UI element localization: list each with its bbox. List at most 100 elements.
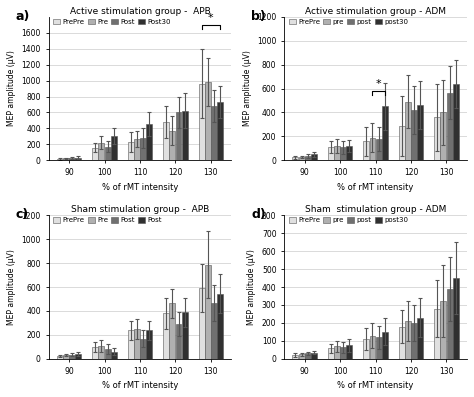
Bar xyxy=(175,112,182,160)
Bar xyxy=(440,112,447,160)
Bar xyxy=(299,157,304,160)
Bar xyxy=(75,354,82,359)
Text: a): a) xyxy=(16,10,30,23)
Bar xyxy=(434,117,440,160)
Bar xyxy=(217,102,223,160)
Bar xyxy=(99,143,104,160)
Bar xyxy=(346,146,352,160)
Bar xyxy=(292,157,298,160)
Bar xyxy=(418,105,423,160)
Bar xyxy=(63,355,69,359)
Bar xyxy=(399,125,405,160)
Bar xyxy=(75,158,82,160)
Legend: PrePre, Pre, Post, Post30: PrePre, Pre, Post, Post30 xyxy=(52,17,172,26)
Bar xyxy=(211,106,217,160)
Bar xyxy=(382,106,388,160)
Legend: PrePre, pre, post, post30: PrePre, pre, post, post30 xyxy=(288,216,409,225)
Bar xyxy=(305,353,311,359)
Bar xyxy=(63,158,69,160)
X-axis label: % of rMT intensity: % of rMT intensity xyxy=(102,381,178,390)
Bar xyxy=(57,159,63,160)
Bar xyxy=(146,330,152,359)
Bar xyxy=(163,122,169,160)
Bar xyxy=(440,301,447,359)
Y-axis label: MEP amplitude (μV): MEP amplitude (μV) xyxy=(247,249,256,325)
Bar xyxy=(211,303,217,359)
Bar xyxy=(453,84,459,160)
Bar xyxy=(175,324,182,359)
Bar xyxy=(405,321,411,359)
Bar xyxy=(199,84,204,160)
Bar xyxy=(92,347,98,359)
Bar xyxy=(105,349,110,359)
Bar xyxy=(169,131,175,160)
Bar xyxy=(418,318,423,359)
Text: c): c) xyxy=(16,208,29,221)
Legend: PrePre, Pre, Post, Post: PrePre, Pre, Post, Post xyxy=(52,216,163,225)
Legend: PrePre, pre, post, post30: PrePre, pre, post, post30 xyxy=(288,17,409,26)
Bar xyxy=(376,337,382,359)
Text: b): b) xyxy=(251,10,266,23)
Bar xyxy=(99,346,104,359)
Bar xyxy=(199,288,204,359)
Bar xyxy=(340,347,346,359)
Bar xyxy=(140,138,146,160)
Title: Sham stimulation group -  APB: Sham stimulation group - APB xyxy=(71,205,209,214)
Y-axis label: MEP amplitude (μV): MEP amplitude (μV) xyxy=(7,50,16,127)
Bar xyxy=(292,355,298,359)
Bar xyxy=(111,137,117,160)
Title: Active stimulation group -  APB: Active stimulation group - APB xyxy=(70,7,210,16)
Bar xyxy=(340,147,346,160)
Bar xyxy=(69,355,75,359)
Text: *: * xyxy=(208,13,214,23)
Bar xyxy=(311,353,317,359)
Bar xyxy=(128,142,134,160)
Bar xyxy=(370,138,375,160)
Bar xyxy=(334,146,340,160)
Bar xyxy=(217,294,223,359)
Bar xyxy=(411,110,417,160)
Bar xyxy=(411,323,417,359)
Bar xyxy=(399,327,405,359)
Bar xyxy=(105,147,110,160)
Bar xyxy=(92,148,98,160)
Bar xyxy=(146,124,152,160)
Bar xyxy=(205,82,211,160)
Bar xyxy=(57,356,63,359)
Bar xyxy=(453,278,459,359)
Title: Sham  stimulation group - ADM: Sham stimulation group - ADM xyxy=(305,205,447,214)
Bar xyxy=(334,346,340,359)
Bar xyxy=(434,308,440,359)
Bar xyxy=(182,111,188,160)
Bar xyxy=(299,355,304,359)
Title: Active stimulation group - ADM: Active stimulation group - ADM xyxy=(305,7,446,16)
Bar xyxy=(163,313,169,359)
Bar xyxy=(140,339,146,359)
Bar xyxy=(328,348,334,359)
X-axis label: % of rMT intensity: % of rMT intensity xyxy=(337,183,414,192)
Text: *: * xyxy=(376,79,382,89)
Bar xyxy=(376,139,382,160)
Text: d): d) xyxy=(251,208,266,221)
Bar xyxy=(128,330,134,359)
Bar xyxy=(447,93,453,160)
Bar xyxy=(311,154,317,160)
Bar xyxy=(346,345,352,359)
Bar xyxy=(305,156,311,160)
Bar xyxy=(328,147,334,160)
X-axis label: % of rMT intensity: % of rMT intensity xyxy=(337,381,414,390)
Bar xyxy=(111,352,117,359)
Bar xyxy=(370,335,375,359)
Bar xyxy=(69,158,75,160)
Bar xyxy=(134,139,140,160)
Bar xyxy=(134,329,140,359)
Bar xyxy=(364,339,369,359)
Bar xyxy=(364,141,369,160)
Bar xyxy=(382,332,388,359)
Bar xyxy=(405,102,411,160)
Bar xyxy=(447,289,453,359)
Bar xyxy=(182,312,188,359)
Bar xyxy=(205,265,211,359)
Y-axis label: MEP amplitude (μV): MEP amplitude (μV) xyxy=(7,249,16,325)
Bar xyxy=(169,303,175,359)
